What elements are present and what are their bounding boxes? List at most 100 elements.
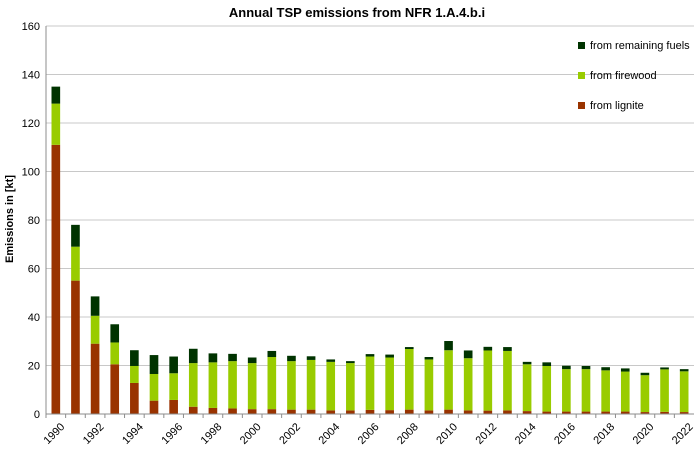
bar-from-firewood-2001 [267, 357, 277, 410]
x-tick-label-2002: 2002 [277, 421, 303, 447]
x-tick-label-2008: 2008 [395, 421, 421, 447]
bar-from-remaining-fuels-1993 [110, 324, 120, 343]
bar-from-remaining-fuels-2003 [306, 356, 316, 360]
bar-from-firewood-1991 [71, 246, 80, 281]
bar-from-remaining-fuels-2020 [640, 372, 650, 376]
bar-from-firewood-2004 [326, 361, 336, 411]
bar-from-firewood-2009 [424, 359, 434, 411]
bar-from-remaining-fuels-2008 [404, 347, 414, 350]
bar-from-remaining-fuels-1998 [208, 353, 218, 363]
x-tick-label-1990: 1990 [42, 421, 68, 447]
bar-from-remaining-fuels-1996 [169, 356, 178, 374]
bar-from-lignite-2013 [503, 410, 512, 414]
bar-from-lignite-2003 [306, 409, 316, 414]
bar-from-lignite-1998 [208, 407, 218, 414]
bar-from-lignite-2010 [444, 409, 453, 414]
bar-from-lignite-2014 [522, 411, 532, 414]
y-axis-ticks: 0 20 40 60 80 100 120 140 160 [22, 21, 40, 421]
bar-from-firewood-1996 [169, 373, 178, 400]
bar-from-firewood-2019 [620, 371, 630, 412]
bar-from-firewood-1994 [130, 365, 139, 383]
y-tick-label-120: 120 [22, 118, 40, 130]
bar-from-remaining-fuels-2019 [620, 368, 630, 372]
y-tick-label-0: 0 [34, 409, 40, 421]
bar-from-lignite-1991 [71, 280, 80, 415]
bar-from-remaining-fuels-2002 [287, 355, 296, 362]
bar-from-lignite-1996 [169, 399, 178, 414]
bar-from-remaining-fuels-2012 [483, 346, 493, 351]
x-tick-label-1998: 1998 [199, 421, 225, 447]
x-tick-label-2020: 2020 [631, 421, 657, 447]
bar-from-remaining-fuels-1991 [71, 224, 80, 247]
bar-from-remaining-fuels-2001 [267, 350, 277, 358]
bar-from-firewood-2005 [346, 363, 355, 411]
bar-from-firewood-2022 [679, 371, 689, 413]
bar-from-lignite-2007 [385, 410, 394, 414]
bar-from-lignite-2006 [365, 409, 375, 414]
bar-from-remaining-fuels-1997 [188, 348, 198, 364]
bar-from-lignite-2021 [660, 411, 669, 414]
bar-from-lignite-2001 [267, 409, 277, 414]
bar-from-lignite-1999 [228, 408, 237, 414]
bar-from-remaining-fuels-1999 [228, 353, 237, 362]
bar-from-lignite-2018 [601, 411, 610, 414]
bar-from-firewood-2002 [287, 361, 296, 410]
bar-from-lignite-2009 [424, 410, 434, 414]
bar-from-remaining-fuels-2006 [365, 354, 375, 357]
bar-from-firewood-2006 [365, 356, 375, 410]
bar-from-firewood-2014 [522, 364, 532, 412]
bar-from-remaining-fuels-2018 [601, 367, 610, 371]
bar-from-remaining-fuels-2022 [679, 369, 689, 372]
bar-from-firewood-2012 [483, 350, 493, 411]
x-tick-label-2010: 2010 [434, 421, 460, 447]
bar-from-firewood-1997 [188, 363, 198, 407]
bar-from-lignite-2012 [483, 410, 493, 414]
y-tick-label-140: 140 [22, 70, 40, 82]
bar-from-firewood-2000 [247, 363, 257, 410]
y-tick-label-160: 160 [22, 21, 40, 33]
legend-swatch-from-lignite [578, 102, 585, 109]
bar-from-remaining-fuels-2004 [326, 359, 336, 362]
x-tick-label-2012: 2012 [474, 421, 500, 447]
bar-from-remaining-fuels-1992 [90, 296, 100, 316]
bar-from-lignite-2002 [287, 409, 296, 414]
gridlines [46, 25, 694, 366]
bar-from-firewood-1999 [228, 361, 237, 409]
bar-from-remaining-fuels-2013 [503, 347, 512, 351]
legend-label-from-firewood: from firewood [590, 70, 657, 82]
y-tick-label-60: 60 [28, 264, 40, 276]
bar-from-lignite-2016 [562, 411, 571, 414]
x-tick-label-2006: 2006 [356, 421, 382, 447]
bar-from-firewood-1995 [149, 373, 159, 401]
bar-from-firewood-2011 [463, 358, 473, 411]
bar-from-firewood-2007 [385, 357, 394, 411]
bar-from-lignite-2015 [542, 411, 552, 414]
y-tick-label-100: 100 [22, 167, 40, 179]
bar-from-remaining-fuels-2011 [463, 350, 473, 359]
bar-from-remaining-fuels-2014 [522, 361, 532, 365]
bar-from-firewood-1998 [208, 362, 218, 408]
bar-from-lignite-2004 [326, 410, 336, 414]
bar-from-remaining-fuels-1995 [149, 355, 159, 374]
bar-from-lignite-2019 [620, 411, 630, 414]
bar-from-lignite-1997 [188, 406, 198, 414]
bar-from-remaining-fuels-2010 [444, 341, 453, 351]
y-axis-label: Emissions in [kt] [4, 175, 16, 263]
bar-from-firewood-1990 [51, 103, 61, 145]
bar-from-remaining-fuels-2007 [385, 354, 394, 358]
y-tick-label-80: 80 [28, 215, 40, 227]
bar-from-lignite-2011 [463, 410, 473, 414]
legend-swatch-from-remaining-fuels [578, 42, 585, 49]
bar-from-lignite-1990 [51, 144, 61, 414]
x-tick-label-2016: 2016 [552, 421, 578, 447]
bar-from-lignite-1993 [110, 364, 120, 414]
legend-label-from-lignite: from lignite [590, 100, 644, 112]
x-tick-label-2022: 2022 [670, 421, 696, 447]
bar-from-remaining-fuels-2005 [346, 361, 355, 364]
bars [51, 86, 689, 415]
bar-from-firewood-1992 [90, 315, 100, 344]
bar-from-firewood-2008 [404, 349, 414, 410]
y-tick-label-20: 20 [28, 361, 40, 373]
bar-from-firewood-2003 [306, 359, 316, 410]
